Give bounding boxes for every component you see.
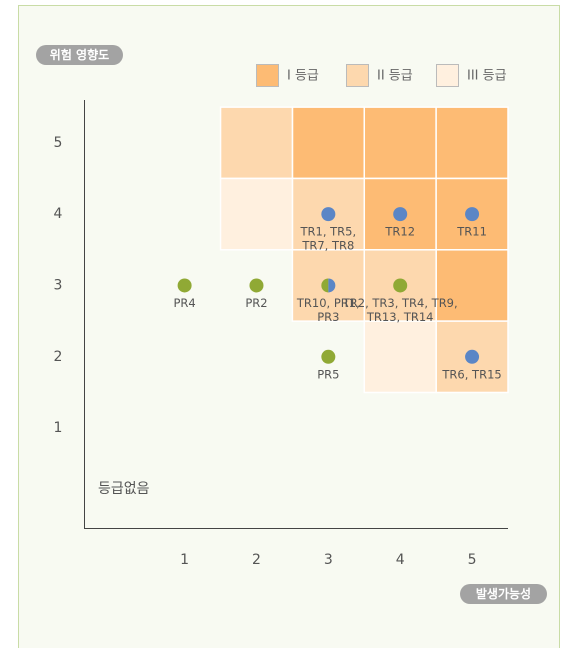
legend-swatch xyxy=(346,64,369,87)
point-label: TR2, TR3, TR4, TR9, xyxy=(342,296,458,310)
risk-point-right xyxy=(328,278,336,293)
matrix-cell xyxy=(291,106,366,180)
x-tick-label: 5 xyxy=(468,552,477,568)
risk-point xyxy=(465,349,480,364)
risk-point xyxy=(249,278,264,293)
x-tick-label: 1 xyxy=(180,552,189,568)
y-tick-label: 2 xyxy=(54,349,63,365)
risk-point xyxy=(465,207,480,222)
matrix-cell xyxy=(219,106,294,180)
y-tick-label: 3 xyxy=(54,277,63,293)
legend-label: III 등급 xyxy=(467,69,507,84)
matrix-cell xyxy=(363,106,437,180)
risk-point xyxy=(393,207,408,222)
risk-point xyxy=(393,278,408,293)
point-label: TR6, TR15 xyxy=(441,367,501,381)
risk-point-left xyxy=(321,278,329,293)
point-label: TR1, TR5, xyxy=(300,225,357,239)
point-label: PR3 xyxy=(317,310,339,324)
point-label: PR5 xyxy=(317,367,339,381)
x-tick-label: 3 xyxy=(324,552,333,568)
legend-label: I 등급 xyxy=(287,69,319,84)
y-tick-label: 1 xyxy=(54,420,63,436)
point-label: PR2 xyxy=(245,296,267,310)
legend-label: II 등급 xyxy=(377,69,413,84)
risk-point xyxy=(321,349,336,364)
y-tick-label: 4 xyxy=(54,206,63,222)
point-label: TR7, TR8 xyxy=(301,239,354,253)
matrix-cell xyxy=(435,106,509,180)
point-label: PR4 xyxy=(173,296,195,310)
y-label-pill xyxy=(36,45,123,65)
legend-swatch xyxy=(256,64,279,87)
y-tick-label: 5 xyxy=(54,135,63,151)
point-label: TR12 xyxy=(384,225,415,239)
matrix-cell xyxy=(435,249,509,322)
y-axis-label: 위험 영향도 xyxy=(50,47,109,62)
no-grade-label: 등급없음 xyxy=(98,481,150,497)
risk-point xyxy=(177,278,192,293)
risk-point xyxy=(321,207,336,222)
legend-swatch xyxy=(436,64,459,87)
point-label: TR13, TR14 xyxy=(366,310,434,324)
x-axis-label: 발생가능성 xyxy=(476,586,531,601)
x-tick-label: 2 xyxy=(252,552,261,568)
matrix-cell xyxy=(219,177,294,251)
x-label-pill xyxy=(460,584,547,604)
matrix-cell xyxy=(363,320,437,394)
point-label: TR10, PR1, xyxy=(296,296,360,310)
x-tick-label: 4 xyxy=(396,552,405,568)
point-label: TR11 xyxy=(456,225,487,239)
